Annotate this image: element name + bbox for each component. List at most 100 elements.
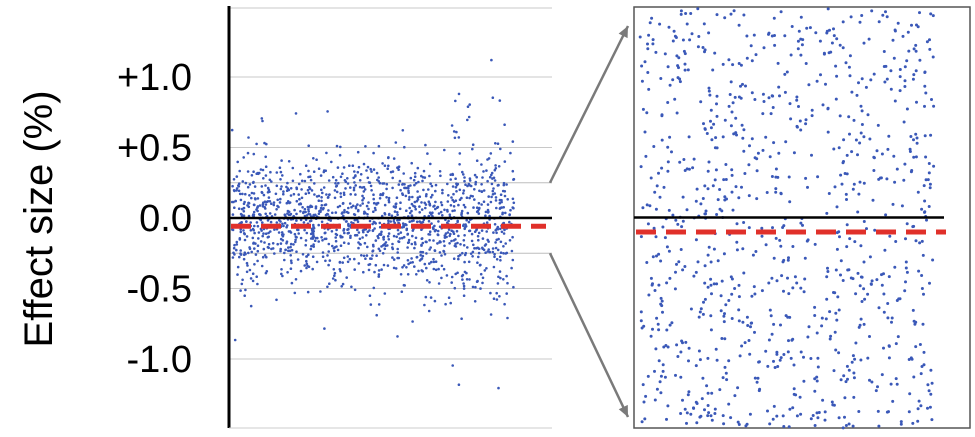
data-point — [823, 418, 827, 422]
data-point — [671, 78, 675, 82]
data-point — [845, 153, 849, 157]
data-point — [797, 29, 801, 33]
data-point — [312, 225, 315, 229]
data-point — [663, 52, 667, 56]
data-point — [417, 180, 420, 184]
data-point — [427, 188, 430, 191]
data-point — [661, 369, 665, 373]
data-point — [730, 173, 734, 177]
data-point — [841, 426, 845, 430]
data-point — [838, 43, 842, 47]
data-point — [641, 206, 645, 210]
data-point — [235, 175, 239, 178]
data-point — [697, 315, 701, 319]
data-point — [462, 284, 466, 288]
data-point — [865, 227, 868, 231]
data-point — [795, 98, 799, 102]
data-point — [311, 255, 315, 258]
data-point — [463, 179, 466, 183]
data-point — [851, 354, 855, 358]
data-point — [686, 68, 690, 72]
data-point — [872, 72, 876, 76]
data-point — [453, 244, 457, 248]
data-point — [665, 417, 668, 421]
data-point — [418, 211, 422, 214]
data-point — [377, 247, 381, 251]
data-point — [654, 50, 658, 54]
data-point — [639, 319, 643, 323]
data-point — [361, 199, 364, 202]
data-point — [895, 382, 899, 386]
data-point — [497, 386, 500, 390]
data-point — [262, 193, 266, 197]
data-point — [684, 12, 688, 15]
data-point — [692, 157, 696, 161]
data-point — [387, 232, 391, 235]
data-point — [396, 228, 400, 232]
data-point — [660, 166, 664, 170]
data-point — [449, 204, 453, 207]
data-point — [493, 255, 496, 259]
data-point — [464, 223, 467, 226]
data-point — [920, 207, 924, 211]
data-point — [910, 23, 913, 27]
data-point — [370, 189, 373, 192]
data-point — [804, 118, 808, 122]
data-point — [455, 183, 459, 187]
data-point — [689, 412, 693, 416]
data-point — [350, 285, 353, 289]
data-point — [837, 230, 841, 234]
data-point — [506, 316, 509, 320]
data-point — [727, 402, 731, 406]
data-point — [799, 128, 803, 132]
data-point — [696, 260, 700, 264]
data-point — [397, 240, 401, 244]
data-point — [666, 404, 670, 408]
data-point — [875, 278, 879, 282]
data-point — [468, 196, 471, 200]
data-point — [789, 53, 793, 57]
data-point — [750, 91, 754, 95]
data-point — [912, 375, 916, 379]
data-point — [425, 252, 428, 255]
data-point — [313, 182, 316, 185]
data-point — [834, 64, 838, 68]
data-point — [288, 249, 292, 253]
data-point — [476, 209, 480, 213]
data-point — [270, 247, 273, 251]
data-point — [725, 197, 728, 201]
data-point — [457, 234, 460, 238]
data-point — [324, 259, 327, 263]
data-point — [755, 169, 759, 173]
data-point — [907, 410, 911, 414]
data-point — [278, 201, 282, 204]
data-point — [904, 260, 908, 264]
data-point — [413, 265, 416, 268]
main-reference-lines — [229, 216, 552, 229]
data-point — [713, 412, 717, 415]
data-point — [715, 358, 719, 362]
data-point — [816, 175, 820, 179]
data-point — [346, 255, 350, 258]
data-point — [647, 293, 651, 297]
data-point — [479, 272, 483, 276]
data-point — [484, 210, 488, 214]
data-point — [261, 203, 265, 206]
data-point — [891, 38, 895, 42]
data-point — [902, 178, 906, 182]
data-point — [676, 76, 680, 80]
data-point — [469, 252, 473, 255]
data-point — [835, 247, 839, 251]
data-point — [753, 292, 757, 296]
data-point — [372, 168, 376, 171]
data-point — [339, 192, 343, 195]
data-point — [482, 200, 486, 203]
data-point — [676, 64, 680, 68]
data-point — [511, 140, 515, 143]
data-point — [640, 64, 644, 68]
data-point — [737, 95, 741, 99]
data-point — [237, 207, 241, 210]
data-point — [813, 305, 817, 309]
data-point — [857, 81, 860, 85]
data-point — [342, 256, 346, 260]
